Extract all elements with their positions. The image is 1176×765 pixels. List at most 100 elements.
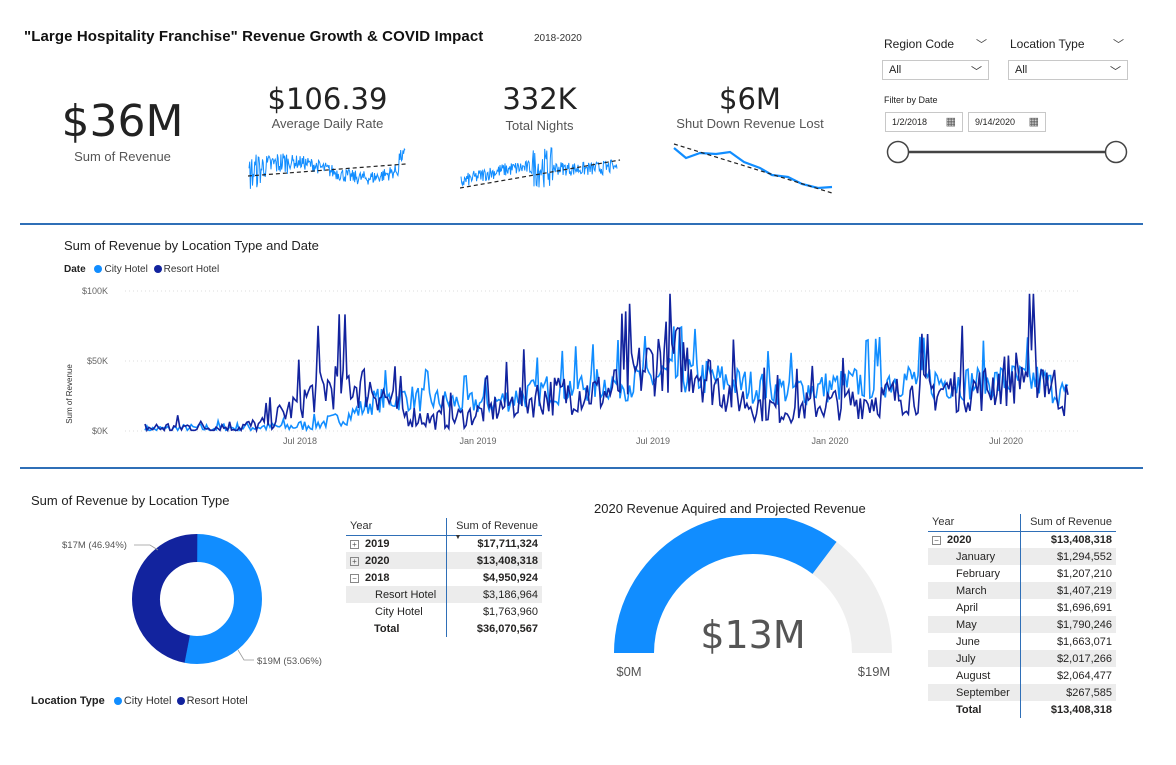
row-label: February <box>928 565 1020 582</box>
expand-icon[interactable]: + <box>350 556 359 566</box>
table-row[interactable]: City Hotel $1,763,960 <box>346 603 542 620</box>
table-row[interactable]: Total $13,408,318 <box>928 701 1116 718</box>
row-label: September <box>928 684 1020 701</box>
region-slicer-label: Region Code <box>884 37 955 51</box>
donut-label-resort: $17M (46.94%) <box>62 540 127 551</box>
end-date-value: 9/14/2020 <box>975 117 1016 127</box>
start-date-value: 1/2/2018 <box>892 117 928 127</box>
table-row[interactable]: August $2,064,477 <box>928 667 1116 684</box>
table-row[interactable]: +2019 $17,711,324 <box>346 535 542 552</box>
end-date-input[interactable]: 9/14/2020 ▦ <box>968 112 1046 132</box>
row-label: Resort Hotel <box>346 586 446 603</box>
table-row[interactable]: Resort Hotel $3,186,964 <box>346 586 542 603</box>
kpi-revenue: $36M Sum of Revenue <box>40 96 205 164</box>
start-date-input[interactable]: 1/2/2018 ▦ <box>885 112 963 132</box>
row-label-text: February <box>956 567 1001 580</box>
row-label-text: May <box>956 618 977 631</box>
row-label: March <box>928 582 1020 599</box>
region-dropdown-value: All <box>889 64 902 76</box>
table-row[interactable]: July $2,017,266 <box>928 650 1116 667</box>
city-hotel-legend-dot <box>94 265 103 273</box>
row-value: $1,696,691 <box>1019 599 1116 616</box>
location-dropdown[interactable]: All ﹀ <box>1008 60 1128 80</box>
region-dropdown[interactable]: All ﹀ <box>882 60 989 80</box>
col-header-revenue[interactable]: Sum of Revenue ▼ <box>445 518 542 541</box>
expand-icon[interactable]: + <box>350 539 359 549</box>
slider-start-handle[interactable] <box>886 140 910 164</box>
row-label: June <box>928 633 1020 650</box>
table-row[interactable]: −2018 $4,950,924 <box>346 569 542 586</box>
row-label-text: 2020 <box>365 554 390 567</box>
collapse-icon[interactable]: − <box>932 535 941 545</box>
gauge-max-label: $19M <box>858 664 891 678</box>
row-label: −2018 <box>346 569 446 586</box>
x-tick-label: Jul 2020 <box>989 436 1023 446</box>
table-row[interactable]: January $1,294,552 <box>928 548 1116 565</box>
row-value: $13,408,318 <box>445 552 542 569</box>
kpi-nights: 332K Total Nights <box>457 82 622 133</box>
table-row[interactable]: September $267,585 <box>928 684 1116 701</box>
kpi-nights-value: 332K <box>502 82 577 116</box>
table-row[interactable]: +2020 $13,408,318 <box>346 552 542 569</box>
gauge-min-label: $0M <box>616 664 641 678</box>
table-row[interactable]: −2020 $13,408,318 <box>928 531 1116 548</box>
row-label-text: Resort Hotel <box>375 588 437 601</box>
slider-end-handle[interactable] <box>1104 140 1128 164</box>
revenue-gauge: $13M $0M $19M <box>614 518 892 678</box>
calendar-icon: ▦ <box>1028 116 1039 128</box>
row-label-text: July <box>956 652 976 665</box>
location-dropdown-value: All <box>1015 64 1028 76</box>
kpi-nights-label: Total Nights <box>505 118 574 133</box>
donut-legend-title: Location Type <box>31 695 105 707</box>
x-tick-label: Jan 2019 <box>459 436 496 446</box>
gauge-value-label: $13M <box>700 613 805 657</box>
table-row[interactable]: May $1,790,246 <box>928 616 1116 633</box>
row-label-text: 2018 <box>365 571 390 584</box>
table-row[interactable]: April $1,696,691 <box>928 599 1116 616</box>
kpi-adr-value: $106.39 <box>267 82 388 116</box>
chevron-down-icon[interactable]: ﹀ <box>1113 39 1124 51</box>
line-chart-legend: Date City Hotel Resort Hotel <box>64 264 219 275</box>
date-range-slider[interactable] <box>884 138 1130 166</box>
row-label: August <box>928 667 1020 684</box>
row-label: April <box>928 599 1020 616</box>
row-label-text: Total <box>374 622 400 635</box>
table-row[interactable]: Total $36,070,567 <box>346 620 542 637</box>
col-header-year[interactable]: Year <box>346 518 446 536</box>
resort-hotel-legend-dot <box>176 697 185 705</box>
row-value: $17,711,324 <box>445 535 542 552</box>
y-tick-label: $100K <box>82 286 108 296</box>
y-axis-label: Sum of Revenue <box>65 364 74 424</box>
row-label: Total <box>346 620 446 637</box>
row-value: $13,408,318 <box>1019 531 1116 548</box>
city-hotel-legend-dot <box>113 697 122 705</box>
chevron-down-icon[interactable]: ﹀ <box>976 39 987 51</box>
table-row[interactable]: February $1,207,210 <box>928 565 1116 582</box>
revenue-line-chart: Sum of Revenue $100K $50K $0K Jul 2018 Jan … <box>65 286 1078 446</box>
col-header-revenue[interactable]: Sum of Revenue <box>1019 514 1116 532</box>
kpi-revenue-label: Sum of Revenue <box>74 149 171 164</box>
x-tick-label: Jul 2019 <box>636 436 670 446</box>
section-divider <box>20 467 1143 469</box>
sort-desc-icon: ▼ <box>454 533 462 541</box>
table-row[interactable]: June $1,663,071 <box>928 633 1116 650</box>
month-revenue-table: Year Sum of Revenue −2020 $13,408,318 Janu… <box>928 514 1116 718</box>
adr-sparkline <box>248 147 407 189</box>
row-label-text: June <box>956 635 980 648</box>
kpi-lost-label: Shut Down Revenue Lost <box>676 116 824 131</box>
col-header-year[interactable]: Year <box>928 514 1020 532</box>
donut-legend: Location Type City Hotel Resort Hotel <box>31 695 248 707</box>
collapse-icon[interactable]: − <box>350 573 359 583</box>
legend-title: Date <box>64 264 86 275</box>
row-label-text: August <box>956 669 991 682</box>
legend-resort-hotel: Resort Hotel <box>163 264 220 275</box>
resort-hotel-series <box>144 293 1069 434</box>
table-row[interactable]: March $1,407,219 <box>928 582 1116 599</box>
gauge-fill <box>614 518 837 653</box>
row-label: −2020 <box>928 531 1020 548</box>
kpi-adr-label: Average Daily Rate <box>271 116 384 131</box>
kpi-lost: $6M Shut Down Revenue Lost <box>665 82 835 131</box>
report-subtitle: 2018-2020 <box>534 33 582 44</box>
donut-legend-city: City Hotel <box>123 695 172 707</box>
row-value: $267,585 <box>1019 684 1116 701</box>
